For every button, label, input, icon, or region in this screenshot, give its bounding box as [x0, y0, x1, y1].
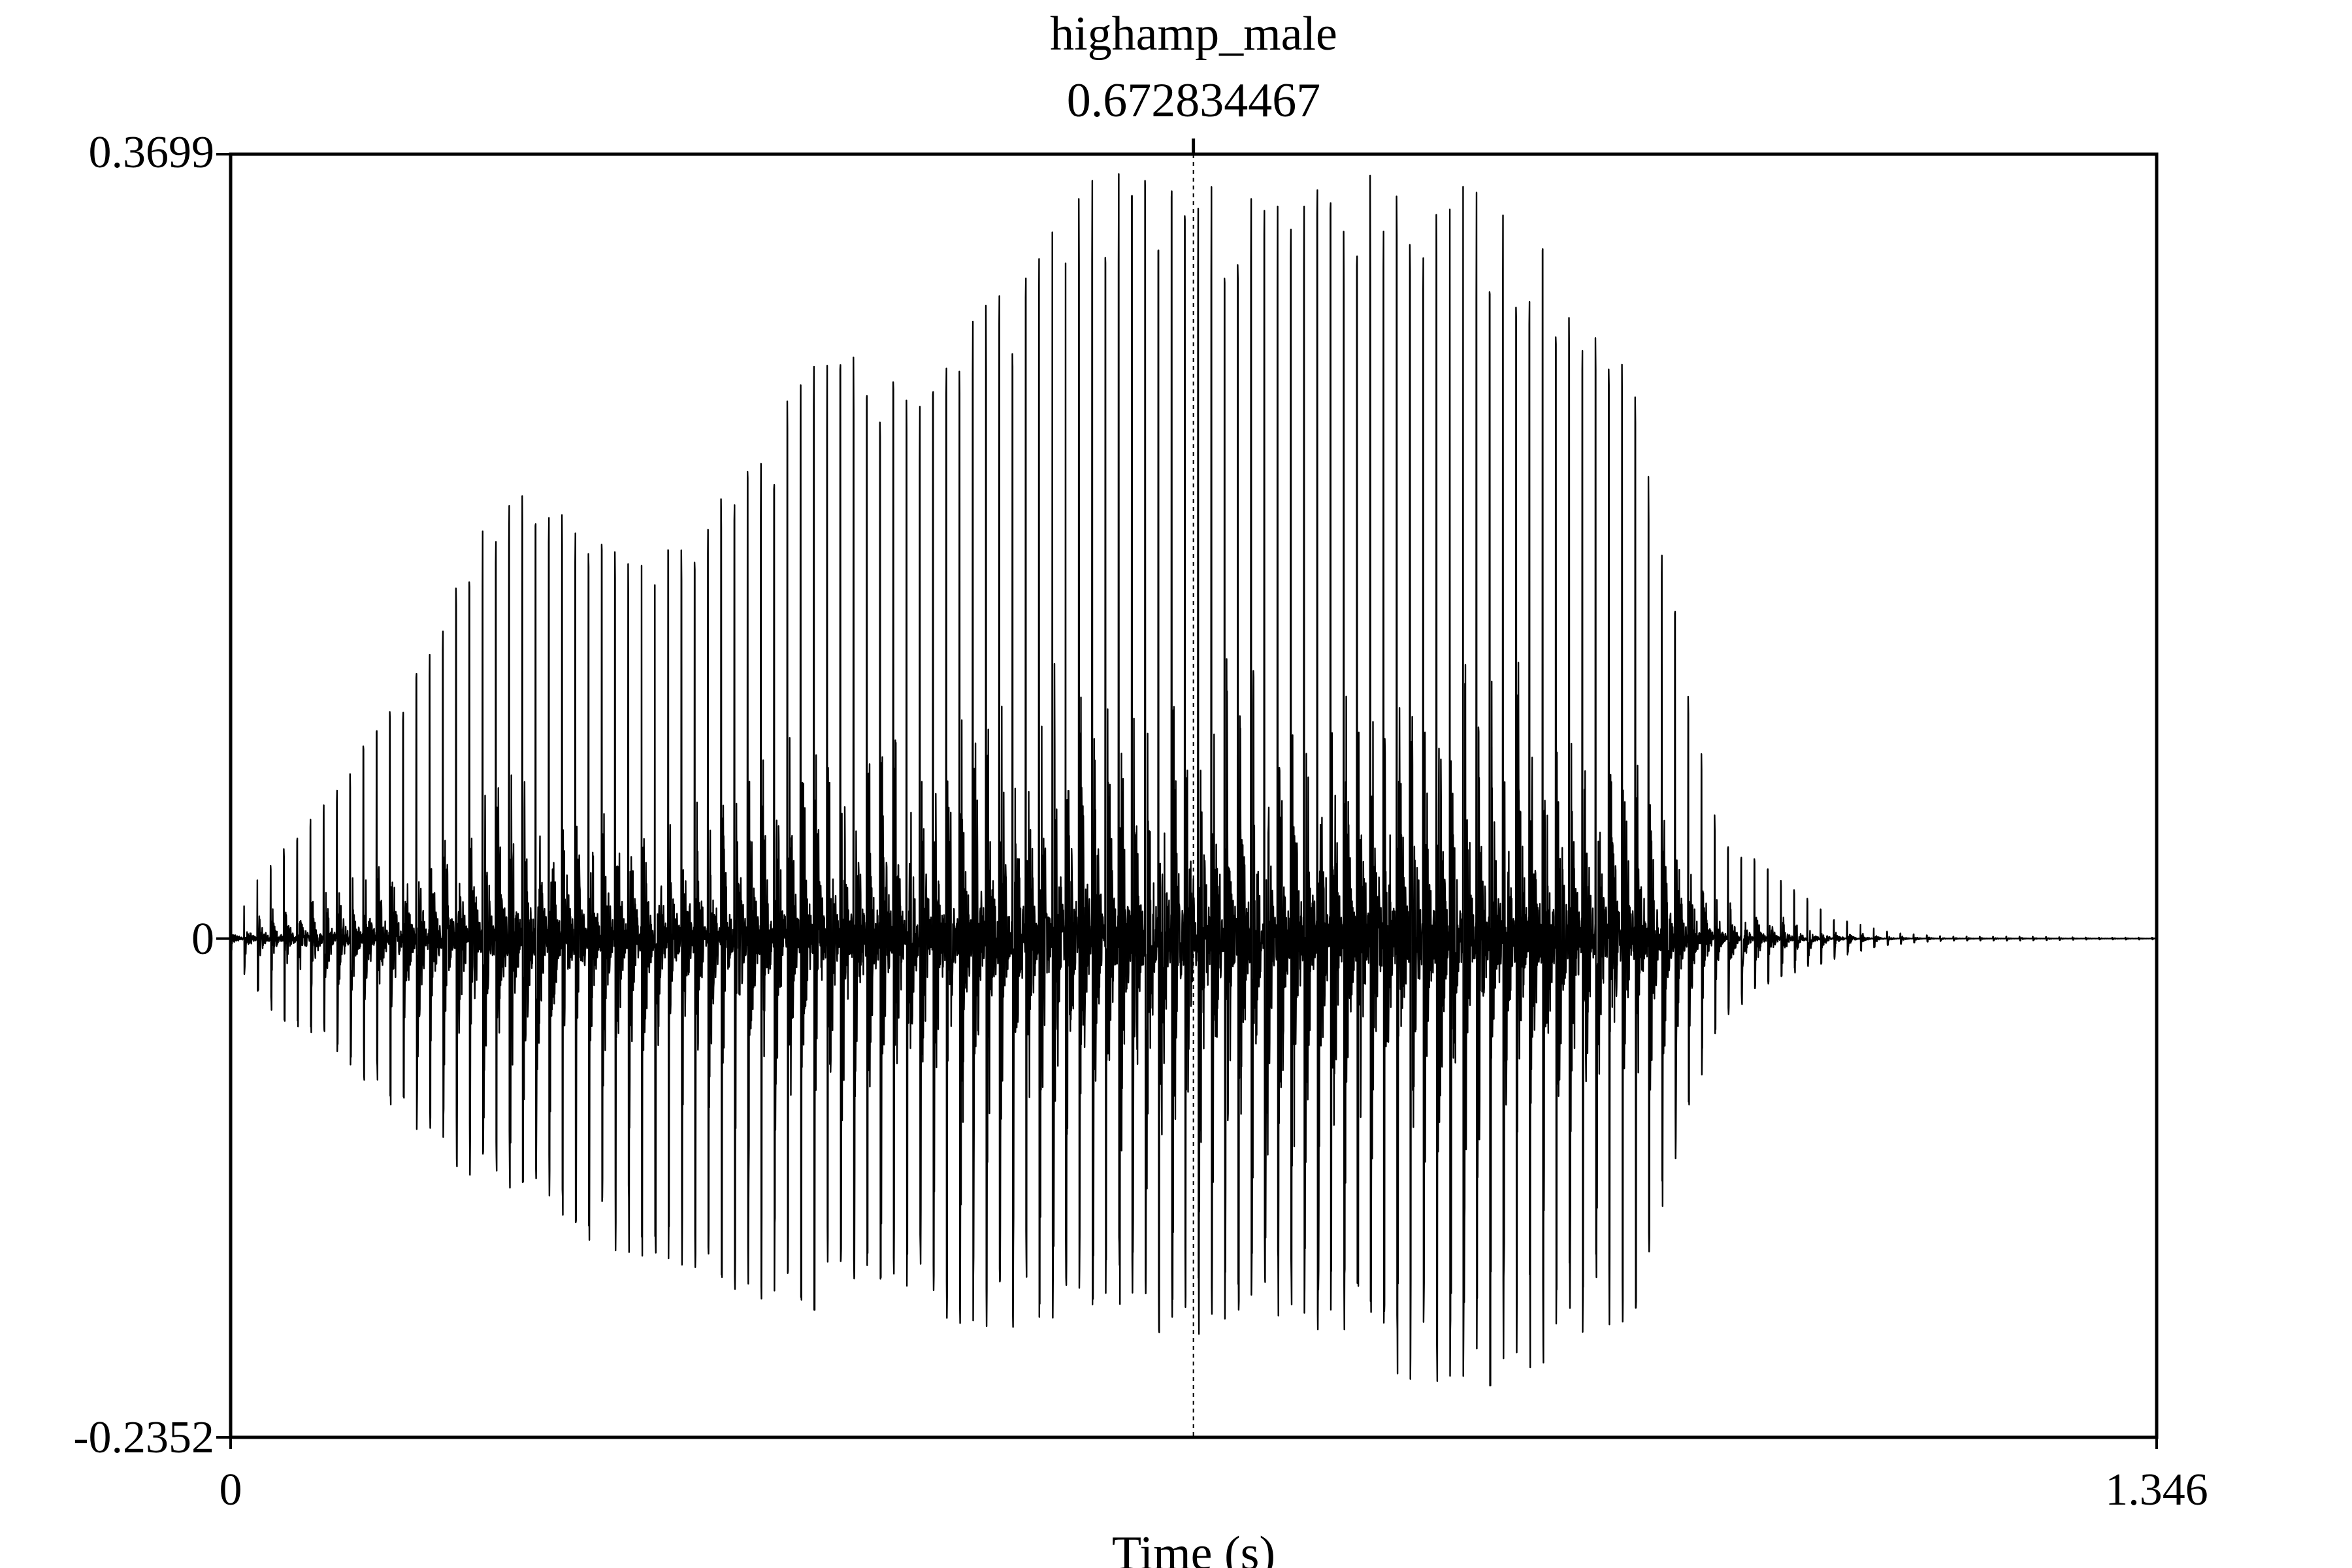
- y-tick-label-min: -0.2352: [73, 1413, 214, 1463]
- x-tick-label-end: 1.346: [2105, 1465, 2208, 1515]
- plot-frame: [229, 152, 2159, 1439]
- chart-title: highamp_male: [1050, 7, 1337, 61]
- y-tick-label-zero: 0: [191, 914, 214, 964]
- waveform-series: [230, 173, 2157, 1387]
- waveform-line: [230, 173, 2157, 1387]
- x-tick-label-start: 0: [220, 1465, 242, 1515]
- cursor-time-label: 0.672834467: [1067, 74, 1321, 127]
- y-tick-label-max: 0.3699: [89, 127, 215, 178]
- axis-ticks: [216, 153, 2158, 1449]
- x-axis-label: Time (s): [1112, 1527, 1275, 1568]
